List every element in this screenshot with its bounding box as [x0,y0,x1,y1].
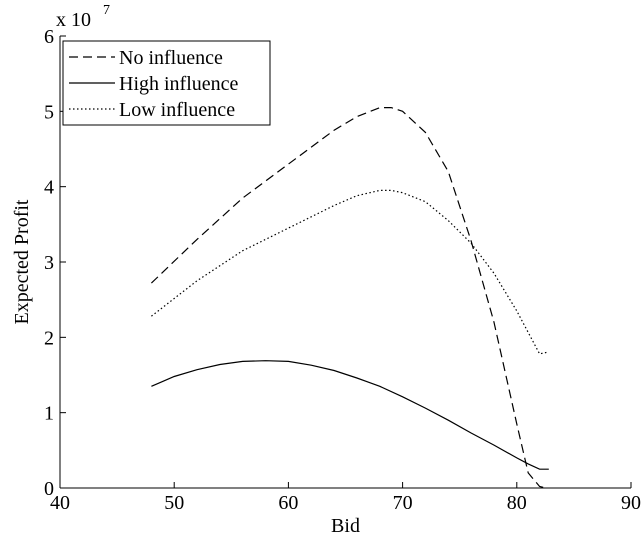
legend-label: Low influence [119,99,235,121]
series-line-low-influence [151,189,547,355]
y-axis-multiplier: x 10 7 [56,3,110,31]
x-tick-label: 40 [50,492,70,514]
y-tick-label: 4 [44,177,54,199]
y-tick-label: 1 [44,403,54,425]
multiplier-exponent: 7 [103,3,110,18]
legend-label: No influence [119,47,223,69]
x-tick-label: 70 [393,492,413,514]
y-tick-label: 0 [44,478,54,500]
plot-area: 40 50 60 70 80 90 0 1 2 3 4 5 6 [44,26,641,514]
x-tick-label: 80 [507,492,527,514]
multiplier-base: x 10 [56,9,91,31]
series-line-high-influence [151,360,549,470]
x-tick-label: 50 [164,492,184,514]
y-tick-label: 2 [44,327,54,349]
x-tick-label: 60 [278,492,298,514]
x-axis-label: Bid [331,515,360,537]
y-tick-label: 3 [44,252,54,274]
series-line-no-influence [150,106,547,489]
y-axis-label: Expected Profit [11,199,33,324]
y-tick-label: 5 [44,101,54,123]
legend: No influence High influence Low influence [62,40,271,126]
legend-label: High influence [119,73,239,95]
x-tick-label: 90 [621,492,641,514]
y-tick-label: 6 [44,26,54,48]
